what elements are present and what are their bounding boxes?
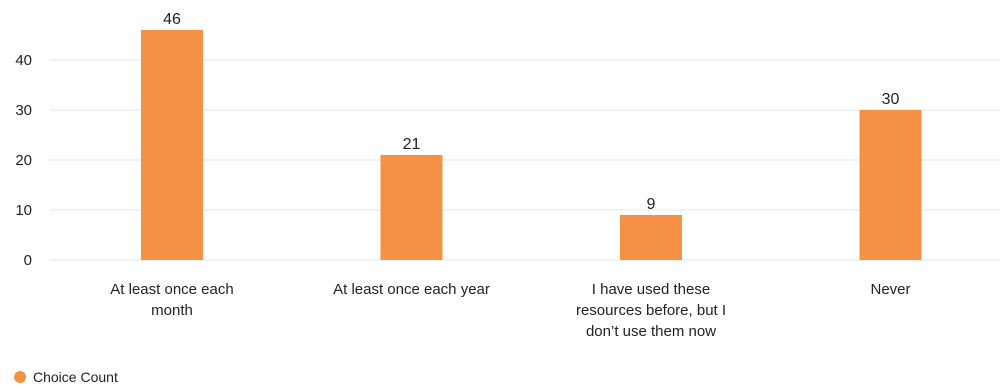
data-label: 21 (403, 136, 421, 153)
bars (141, 30, 922, 260)
y-axis-ticks: 0 10 20 30 40 (15, 52, 32, 269)
data-label: 30 (882, 91, 900, 108)
x-category-label: I have used these resources before, but I… (576, 281, 726, 340)
y-tick-label: 10 (15, 202, 32, 219)
x-category-label: Never (870, 281, 910, 298)
x-category-label-line: At least once each (110, 281, 233, 298)
data-label: 46 (163, 11, 181, 28)
bar (620, 215, 682, 260)
x-category-label: At least once each month (110, 281, 233, 319)
y-tick-label: 20 (15, 152, 32, 169)
y-tick-label: 30 (15, 102, 32, 119)
x-category-label-line: don’t use them now (586, 323, 716, 340)
x-category-label-line: At least once each year (333, 281, 490, 298)
x-category-label-line: resources before, but I (576, 302, 726, 319)
x-category-label: At least once each year (333, 281, 490, 298)
bar (860, 110, 922, 260)
data-labels: 46 21 9 30 (163, 11, 899, 213)
data-label: 9 (647, 196, 656, 213)
bar (381, 155, 443, 260)
y-tick-label: 40 (15, 52, 32, 69)
legend: Choice Count (14, 369, 118, 385)
bar (141, 30, 203, 260)
legend-label-choice-count: Choice Count (33, 369, 118, 385)
x-category-label-line: Never (870, 281, 910, 298)
x-category-label-line: month (151, 302, 193, 319)
legend-marker-choice-count (14, 371, 26, 383)
y-tick-label: 0 (24, 252, 32, 269)
x-category-label-line: I have used these (592, 281, 710, 298)
